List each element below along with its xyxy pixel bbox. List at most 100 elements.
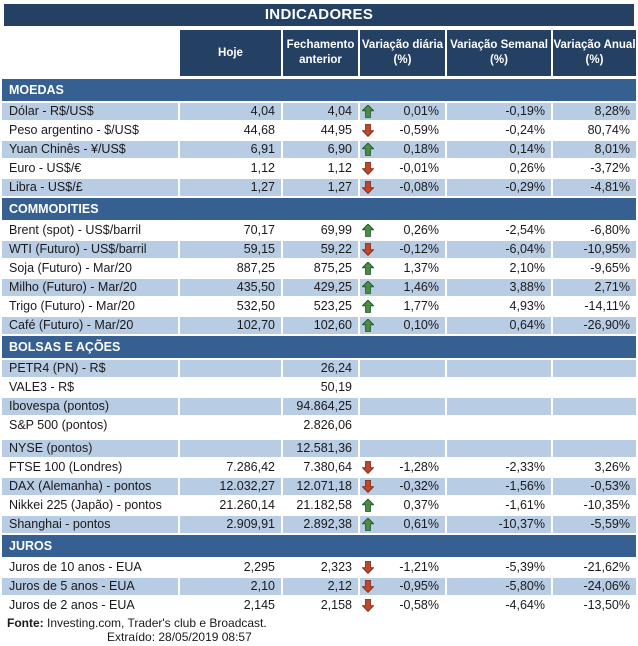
up-arrow-icon bbox=[362, 281, 374, 294]
table-row: VALE3 - R$ 50,19 bbox=[2, 379, 636, 396]
hoje-value: 887,25 bbox=[236, 261, 275, 275]
variacao-anual-value: -5,59% bbox=[553, 516, 636, 533]
indicator-label: S&P 500 (pontos) bbox=[9, 418, 108, 432]
trend-indicator bbox=[362, 461, 375, 474]
variacao-anual-value bbox=[553, 398, 636, 415]
variacao-anual-value: -4,81% bbox=[553, 179, 636, 196]
variacao-anual-value: -9,65% bbox=[590, 261, 630, 275]
hoje-value bbox=[180, 398, 281, 415]
fechamento-anterior-value: 94.864,25 bbox=[283, 398, 358, 415]
variacao-diaria-cell: 1,77% bbox=[360, 298, 445, 315]
variacao-anual-value: 2,71% bbox=[553, 279, 636, 296]
variacao-anual-value: 80,74% bbox=[587, 123, 630, 137]
variacao-semanal-value: -10,37% bbox=[447, 516, 551, 533]
variacao-diaria-value: -0,95% bbox=[399, 579, 439, 593]
variacao-diaria-value: 0,37% bbox=[403, 498, 439, 512]
extraction-timestamp: Extraído: 28/05/2019 08:57 bbox=[107, 630, 252, 644]
variacao-diaria-value: 0,61% bbox=[403, 517, 439, 531]
fechamento-anterior-value: 4,04 bbox=[283, 103, 358, 120]
fechamento-anterior-value: 1,27 bbox=[283, 179, 358, 196]
variacao-diaria-cell: -0,58% bbox=[360, 597, 445, 614]
variacao-diaria-value: -0,01% bbox=[399, 161, 439, 175]
table-row: Yuan Chinês - ¥/US$ 6,91 6,90 0,18% 0,14… bbox=[2, 141, 636, 158]
variacao-semanal-value: -6,04% bbox=[447, 241, 551, 258]
variacao-semanal-value: -4,64% bbox=[505, 598, 545, 612]
report-footer: Fonte: Investing.com, Trader's club e Br… bbox=[2, 616, 636, 644]
variacao-diaria-value: 1,46% bbox=[403, 280, 439, 294]
up-arrow-icon bbox=[362, 262, 374, 275]
variacao-diaria-cell: -0,95% bbox=[360, 578, 445, 595]
hoje-value: 7.286,42 bbox=[226, 460, 275, 474]
variacao-diaria-value: 0,10% bbox=[403, 318, 439, 332]
variacao-diaria-cell: -1,21% bbox=[360, 559, 445, 576]
variacao-anual-value: -21,62% bbox=[583, 560, 630, 574]
fechamento-anterior-value: 7.380,64 bbox=[303, 460, 352, 474]
variacao-semanal-value: -2,54% bbox=[505, 223, 545, 237]
table-row: WTI (Futuro) - US$/barril 59,15 59,22 -0… bbox=[2, 241, 636, 258]
variacao-anual-value: -26,90% bbox=[553, 317, 636, 334]
indicator-label: FTSE 100 (Londres) bbox=[9, 460, 123, 474]
indicator-label: Soja (Futuro) - Mar/20 bbox=[9, 261, 132, 275]
variacao-diaria-cell: -0,08% bbox=[360, 179, 445, 196]
fechamento-anterior-value: 1,12 bbox=[327, 161, 352, 175]
variacao-diaria-cell: 0,26% bbox=[360, 222, 445, 239]
section-header-bolsas-e-acoes: BOLSAS E AÇÕES bbox=[2, 336, 636, 358]
down-arrow-icon bbox=[362, 243, 374, 256]
table-row: Shanghai - pontos 2.909,91 2.892,38 0,61… bbox=[2, 516, 636, 533]
column-header-row: Hoje Fechamento anterior Variação diária… bbox=[2, 30, 636, 76]
variacao-diaria-cell: 0,01% bbox=[360, 103, 445, 120]
indicator-label: Nikkei 225 (Japão) - pontos bbox=[9, 498, 162, 512]
table-row: S&P 500 (pontos) 2.826,06 bbox=[2, 417, 636, 434]
column-header-variacao-anual: Variação Anual (%) bbox=[553, 30, 636, 76]
variacao-semanal-value bbox=[447, 440, 551, 457]
variacao-semanal-value: 3,88% bbox=[447, 279, 551, 296]
variacao-diaria-value: -0,08% bbox=[399, 180, 439, 194]
variacao-diaria-value: -0,12% bbox=[399, 242, 439, 256]
variacao-anual-value bbox=[553, 417, 636, 434]
trend-indicator bbox=[362, 281, 375, 294]
indicator-label: Peso argentino - $/US$ bbox=[9, 123, 139, 137]
table-row: FTSE 100 (Londres) 7.286,42 7.380,64 -1,… bbox=[2, 459, 636, 476]
hoje-value: 2.909,91 bbox=[180, 516, 281, 533]
variacao-semanal-value: -0,29% bbox=[447, 179, 551, 196]
variacao-diaria-cell: -0,01% bbox=[360, 160, 445, 177]
section-header-juros: JUROS bbox=[2, 535, 636, 557]
fechamento-anterior-value: 12.581,36 bbox=[283, 440, 358, 457]
table-row: Dólar - R$/US$ 4,04 4,04 0,01% -0,19% 8,… bbox=[2, 103, 636, 120]
variacao-anual-value: 8,28% bbox=[553, 103, 636, 120]
variacao-anual-value: -0,53% bbox=[553, 478, 636, 495]
indicator-label: Milho (Futuro) - Mar/20 bbox=[2, 279, 178, 296]
variacao-anual-value: -14,11% bbox=[584, 299, 630, 313]
variacao-semanal-value: -2,33% bbox=[505, 460, 545, 474]
hoje-value: 2,295 bbox=[243, 560, 275, 574]
variacao-semanal-value: -1,56% bbox=[447, 478, 551, 495]
variacao-anual-value bbox=[553, 360, 636, 377]
hoje-value bbox=[180, 360, 281, 377]
fechamento-anterior-value: 2,323 bbox=[320, 560, 352, 574]
variacao-anual-value: -13,50% bbox=[583, 598, 630, 612]
variacao-anual-value bbox=[553, 440, 636, 457]
variacao-diaria-cell: -1,28% bbox=[360, 459, 445, 476]
hoje-value bbox=[180, 379, 281, 396]
hoje-value bbox=[180, 417, 281, 434]
fechamento-anterior-value: 875,25 bbox=[313, 261, 352, 275]
indicator-label: Juros de 2 anos - EUA bbox=[9, 598, 135, 612]
indicator-label: Euro - US$/€ bbox=[9, 161, 82, 175]
variacao-semanal-value: 0,64% bbox=[447, 317, 551, 334]
variacao-diaria-value: 0,26% bbox=[403, 223, 439, 237]
variacao-diaria-cell bbox=[360, 440, 445, 457]
variacao-diaria-value: 0,18% bbox=[403, 142, 439, 156]
page-title: INDICADORES bbox=[4, 4, 634, 26]
indicator-label: VALE3 - R$ bbox=[9, 380, 75, 394]
hoje-value: 1,12 bbox=[250, 161, 275, 175]
hoje-value: 102,70 bbox=[180, 317, 281, 334]
down-arrow-icon bbox=[362, 461, 374, 474]
fechamento-anterior-value: 523,25 bbox=[313, 299, 352, 313]
table-row: PETR4 (PN) - R$ 26,24 bbox=[2, 360, 636, 377]
hoje-value: 435,50 bbox=[180, 279, 281, 296]
variacao-anual-value bbox=[553, 379, 636, 396]
variacao-diaria-value: 1,77% bbox=[403, 299, 439, 313]
trend-indicator bbox=[362, 162, 375, 175]
fechamento-anterior-value: 21.182,58 bbox=[296, 498, 352, 512]
